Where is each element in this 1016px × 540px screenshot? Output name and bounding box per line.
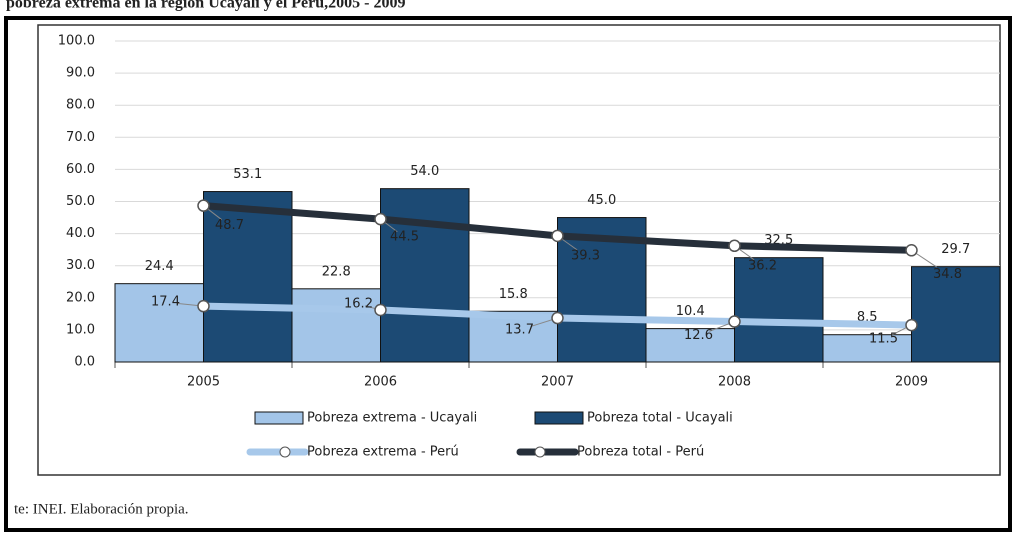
source: te: INEI. Elaboración propia. [14,501,189,517]
line-marker [905,318,918,332]
bar-label: 22.8 [322,264,351,279]
x-tick-label: 2009 [895,375,928,390]
line-label: 13.7 [505,323,534,338]
y-tick-label: 80.0 [66,98,95,113]
bar-label: 10.4 [676,304,705,319]
y-tick-label: 0.0 [74,355,95,370]
y-tick-label: 50.0 [66,194,95,209]
bar [645,328,735,363]
bar-label: 45.0 [587,193,616,208]
bar [380,188,470,363]
legend-swatch [254,411,304,425]
bar [734,257,824,363]
bar-label: 15.8 [499,287,528,302]
bar [114,283,204,363]
line-marker [905,244,918,257]
line-label: 39.3 [571,248,600,263]
legend-marker [534,446,546,458]
legend-label: Pobreza extrema - Perú [307,445,459,460]
x-tick-label: 2006 [364,375,397,390]
y-tick-label: 30.0 [66,258,95,273]
line-label: 36.2 [748,258,777,273]
bar-label: 53.1 [233,167,262,182]
line-label: 16.2 [344,296,373,311]
x-tick-label: 2008 [718,375,751,390]
bar [203,191,293,363]
bar-label: 54.0 [410,164,439,179]
line-marker [197,199,210,212]
x-tick-label: 2007 [541,375,574,390]
y-tick-label: 20.0 [66,290,95,305]
bar-label: 24.4 [145,259,174,274]
y-tick-label: 10.0 [66,322,95,337]
line-marker [551,311,564,325]
y-tick-label: 100.0 [58,34,95,49]
bar [822,334,912,363]
line-marker [728,239,741,253]
y-tick-label: 40.0 [66,226,95,241]
legend-marker [279,446,291,458]
legend-label: Pobreza total - Perú [577,445,704,460]
legend-label: Pobreza total - Ucayali [587,411,733,426]
frame [4,16,1012,532]
line-label: 11.5 [869,332,898,347]
line-label: 12.6 [684,328,713,343]
line-label: 44.5 [390,230,419,245]
line-marker [374,303,387,317]
y-tick-label: 70.0 [66,130,95,145]
line-label: 17.4 [151,295,180,310]
line-marker [551,229,564,243]
bar [911,266,1001,363]
x-tick-label: 2005 [187,375,220,390]
line-label: 48.7 [215,218,244,233]
line-marker [728,315,741,328]
legend-label: Pobreza extrema - Ucayali [307,411,477,426]
legend-swatch [534,411,584,425]
y-tick-label: 60.0 [66,162,95,177]
line-marker [374,212,387,226]
line-marker [197,299,210,313]
chart-title: pobreza extrema en la región Ucayali y e… [6,0,405,12]
y-tick-label: 90.0 [66,66,95,81]
bar-label: 29.7 [941,242,970,257]
line-label: 34.8 [933,267,962,282]
